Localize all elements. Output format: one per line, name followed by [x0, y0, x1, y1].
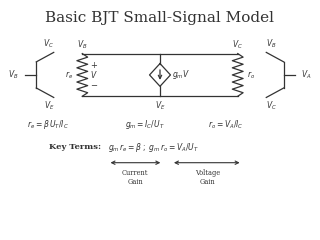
Text: $V_C$: $V_C$	[44, 37, 54, 50]
Text: $r_e$: $r_e$	[65, 69, 73, 81]
Text: Current
Gain: Current Gain	[122, 169, 148, 186]
Text: $V_B$: $V_B$	[8, 69, 19, 81]
Text: $g_m = I_C / U_T$: $g_m = I_C / U_T$	[125, 118, 165, 131]
Text: $-$: $-$	[90, 79, 98, 89]
Text: Basic BJT Small-Signal Model: Basic BJT Small-Signal Model	[45, 11, 275, 25]
Text: $r_o = V_A / I_C$: $r_o = V_A / I_C$	[208, 119, 243, 131]
Text: $V_E$: $V_E$	[44, 100, 54, 112]
Text: $V_B$: $V_B$	[266, 37, 276, 50]
Text: +: +	[90, 61, 97, 70]
Text: $r_o$: $r_o$	[247, 69, 255, 81]
Text: $V_A$: $V_A$	[301, 69, 312, 81]
Text: $V_C$: $V_C$	[232, 38, 243, 51]
Text: $g_m V$: $g_m V$	[172, 68, 190, 81]
Text: $V_B$: $V_B$	[77, 38, 88, 51]
Text: $r_e = \beta\, U_T / I_C$: $r_e = \beta\, U_T / I_C$	[27, 118, 68, 131]
Text: $V_E$: $V_E$	[155, 99, 165, 112]
Text: $V$: $V$	[90, 69, 98, 80]
Text: $V_C$: $V_C$	[266, 100, 276, 112]
Text: Voltage
Gain: Voltage Gain	[195, 169, 220, 186]
Text: $g_m\, r_e = \beta\;;\; g_m\, r_o = V_A / U_T$: $g_m\, r_e = \beta\;;\; g_m\, r_o = V_A …	[108, 141, 199, 154]
Text: Key Terms:: Key Terms:	[49, 143, 101, 151]
